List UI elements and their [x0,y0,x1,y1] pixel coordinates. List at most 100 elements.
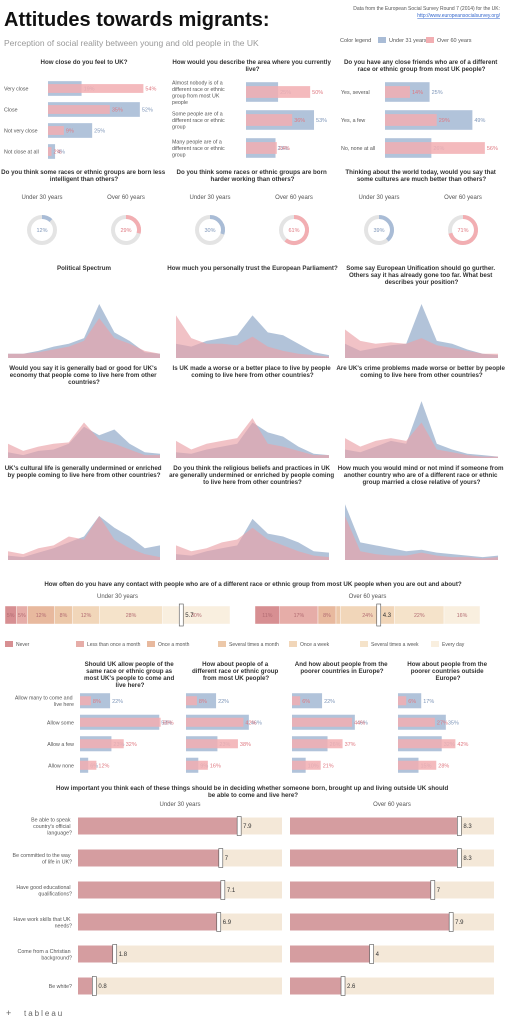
area [176,527,329,560]
value-label: 49% [474,118,485,124]
donut-arc [125,215,141,234]
category-label: Many people are of a different race or e… [172,140,226,159]
donut-arc [209,215,225,235]
score-marker [112,944,118,964]
score-marker [457,848,462,868]
value-label: 37% [345,742,356,748]
bar-old [186,717,244,727]
value-label: 22% [218,699,229,705]
subtitle: Perception of social reality between you… [4,38,259,48]
category-label: No, none at all [341,146,375,152]
legend-swatch [218,641,226,647]
score-label: 7.1 [227,888,236,894]
donut-arc [41,215,53,223]
chart-title: Thinking about the world today, would yo… [345,169,497,183]
donut-label: 39% [373,228,384,234]
score-bar [78,849,221,867]
donut-label: 30% [204,228,215,234]
chart-title: Do you think some races or ethnic groups… [1,169,167,183]
category-label: Be committed to the way of life in UK? [13,853,73,866]
bar-old [292,717,353,727]
area [345,303,498,358]
chart-title: Political Spectrum [57,265,111,272]
value-label: 28% [438,763,449,769]
mean-label: 5.7 [185,613,194,619]
group-label: Over 60 years [444,195,482,201]
score-label: 7.9 [455,920,464,926]
category-label: Allow many to come and live here [15,696,74,709]
score-bar [290,977,344,995]
score-marker [340,976,346,996]
bar-old [80,760,97,770]
value-label: 44% [354,720,365,726]
bar-old [292,696,301,706]
group-label: Over 60 years [373,802,411,808]
segment-label: 5% [18,613,26,619]
source: Data from the European Social Survey Rou… [353,6,500,12]
scale-band [78,945,282,963]
bar-old [292,739,343,749]
area [345,516,498,560]
bar-old [48,147,52,156]
score-bar [290,849,460,867]
mean-marker [178,603,184,627]
score-label: 0.8 [98,984,107,990]
value-label: 2% [54,150,62,156]
segment-label: 30% [191,613,202,619]
area [8,516,160,560]
value-label: 22% [112,699,123,705]
score-marker [216,912,222,932]
value-label: 42% [245,720,256,726]
category-label: Yes, a few [341,118,365,124]
score-bar [290,881,433,899]
bar-old [292,760,321,770]
value-label: 17% [423,699,434,705]
segment-label: 8% [60,613,68,619]
value-label: 9% [66,129,74,135]
title: Attitudes towards migrants: [4,9,270,31]
score-marker [236,816,242,836]
category-label: Very close [4,87,28,93]
value-label: 21% [323,763,334,769]
category-label: Yes, several [341,90,370,96]
group-label: Under 30 years [97,594,138,600]
chart-title: How about people of a different race or … [192,661,280,682]
score-label: 2.6 [347,984,356,990]
segment-label: 12% [81,613,92,619]
legend-swatch [360,641,368,647]
chart-title: Do you think the religious beliefs and p… [169,465,336,486]
value-label: 50% [312,90,323,96]
value-label: 23% [278,146,289,152]
score-label: 8.3 [463,824,472,830]
area [176,418,329,458]
donut-arc [284,215,309,245]
value-label: 46% [251,720,262,726]
score-marker [430,880,436,900]
category-label: Be white? [49,984,72,990]
chart-title: How often do you have any contact with p… [44,581,462,588]
chart-title: How about people from the poorer countri… [407,661,488,682]
chart-title: And how about people from the poorer cou… [295,661,390,675]
value-label: 38% [240,742,251,748]
chart-title: Are UK's crime problems made worse or be… [336,365,506,379]
bar-old [385,114,437,126]
value-label: 35% [448,720,459,726]
bar-old [385,86,410,98]
bar-old [48,84,144,93]
legend-label: Every day [442,642,465,648]
footer-logo: + [6,1008,11,1018]
bar-old [80,696,91,706]
legend-swatch [147,641,155,647]
bar-old [186,739,238,749]
donut-label: 61% [288,228,299,234]
value-label: 24% [279,146,290,152]
bar-old [80,717,161,727]
score-marker [448,912,454,932]
legend-title: Color legend [340,38,371,44]
legend-swatch [289,641,297,647]
source-link[interactable]: http://www.europeansocialsurvey.org/ [417,13,500,19]
mean-label: 4.3 [383,613,392,619]
value-label: 6% [302,699,310,705]
mean-marker [376,603,382,627]
group-label: Under 30 years [21,195,62,201]
